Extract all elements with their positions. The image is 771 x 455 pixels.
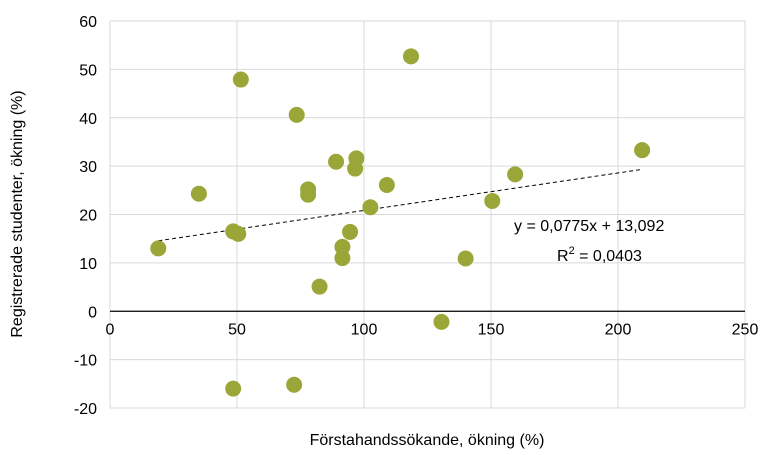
y-tick-labels: -20 -10 0 10 20 30 40 50 60 [74,14,97,418]
x-tick-labels: 0 50 100 150 200 250 [106,321,759,338]
data-point [230,225,247,242]
x-tick-label: 250 [732,321,759,338]
data-point [433,313,450,330]
data-point [348,150,365,167]
y-tick-label: 10 [79,256,97,273]
data-point [402,48,419,65]
data-point [342,223,359,240]
r-squared-value: = 0,0403 [575,248,642,265]
r-squared-symbol: R [557,248,569,265]
y-tick-label: 20 [79,208,97,225]
data-point [334,238,351,255]
data-points [150,48,651,397]
x-tick-label: 150 [478,321,505,338]
x-tick-label: 200 [605,321,632,338]
x-tick-label: 100 [351,321,378,338]
y-tick-label: -10 [74,353,97,370]
trendline [158,168,643,242]
data-point [362,199,379,216]
data-point [328,153,345,170]
x-tick-label: 0 [106,321,115,338]
y-tick-label: -20 [74,401,97,418]
data-point [507,166,524,183]
y-tick-label: 0 [88,304,97,321]
data-point [484,192,501,209]
data-point [634,142,651,159]
data-point [288,106,305,123]
data-point [232,71,249,88]
r-squared-label: R2 = 0,0403 [557,245,642,265]
y-tick-label: 60 [79,14,97,31]
data-point [150,240,167,257]
y-tick-label: 30 [79,159,97,176]
x-tick-label: 50 [228,321,246,338]
data-point [286,376,303,393]
y-tick-label: 40 [79,111,97,128]
data-point [225,380,242,397]
data-point [378,176,395,193]
gridlines [109,20,746,409]
data-point [300,186,317,203]
data-point [190,185,207,202]
x-axis-title: Förstahandssökande, ökning (%) [310,432,545,449]
y-axis-title: Registrerade studenter, ökning (%) [9,90,26,337]
y-tick-label: 50 [79,62,97,79]
data-point [334,250,351,267]
trendline-equation: y = 0,0775x + 13,092 [514,218,664,235]
r-squared-superscript: 2 [569,245,575,257]
data-point [311,278,328,295]
data-point [457,250,474,267]
trendline-group [158,168,643,242]
